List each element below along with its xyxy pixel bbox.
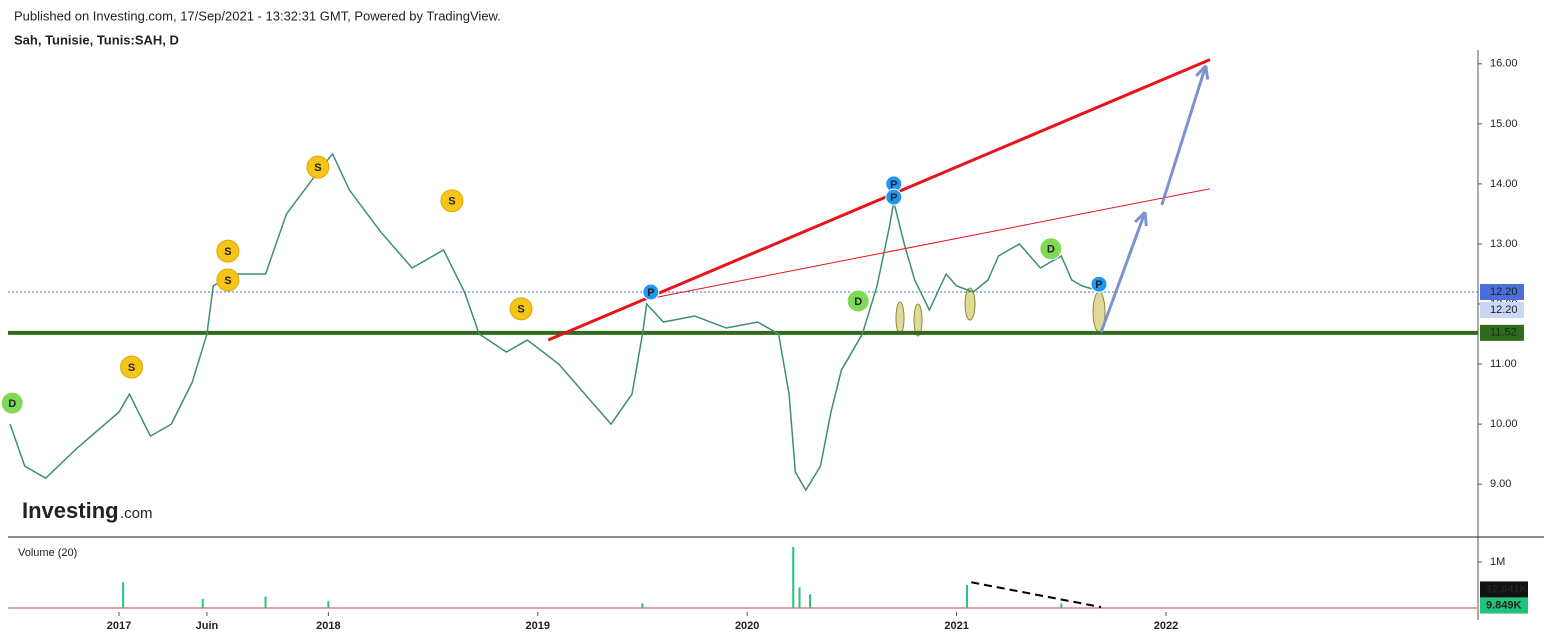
signal-label: P bbox=[890, 179, 897, 191]
trend-line bbox=[652, 188, 1211, 299]
price-label: 11.52 bbox=[1490, 327, 1517, 339]
y-tick-label: 16.00 bbox=[1490, 58, 1518, 70]
volume-bar bbox=[327, 601, 330, 608]
price-label-box bbox=[1480, 301, 1524, 318]
signal-marker bbox=[440, 189, 464, 213]
x-tick-label: 2019 bbox=[526, 620, 550, 632]
x-tick-label: 2017 bbox=[107, 620, 131, 632]
x-tick-label: 2022 bbox=[1154, 620, 1178, 632]
highlight bbox=[895, 301, 905, 335]
volume-title: Volume (20) bbox=[18, 547, 77, 559]
trend-line bbox=[1160, 65, 1208, 206]
volume-label: 12.041K bbox=[1486, 583, 1528, 595]
x-tick-label: Juin bbox=[196, 620, 219, 632]
volume-bar bbox=[1060, 603, 1063, 608]
y-tick-label: 13.00 bbox=[1490, 238, 1518, 250]
volume-bar bbox=[809, 594, 812, 608]
signal-marker bbox=[306, 155, 330, 179]
signal-label: S bbox=[517, 304, 524, 316]
signal-marker bbox=[642, 283, 660, 301]
volume-bar bbox=[966, 585, 969, 608]
signal-marker bbox=[0, 391, 24, 415]
published-note: Published on Investing.com, 17/Sep/2021 … bbox=[14, 8, 501, 23]
signal-marker bbox=[216, 239, 240, 263]
volume-label: 9.849K bbox=[1486, 599, 1522, 611]
x-tick-label: 2020 bbox=[735, 620, 759, 632]
price-line bbox=[9, 152, 1104, 492]
signal-label: P bbox=[890, 192, 897, 204]
volume-bar bbox=[798, 587, 801, 608]
signal-label: S bbox=[128, 362, 135, 374]
signal-label: P bbox=[647, 287, 654, 299]
signal-label: D bbox=[1047, 244, 1055, 256]
highlight bbox=[913, 303, 923, 337]
x-tick-label: 2018 bbox=[316, 620, 340, 632]
signal-label: S bbox=[448, 196, 455, 208]
highlight bbox=[964, 287, 976, 321]
volume-label-box bbox=[1480, 581, 1528, 598]
arrow-head bbox=[1143, 211, 1148, 227]
volume-bar bbox=[264, 596, 267, 608]
price-label-box bbox=[1480, 283, 1524, 300]
arrow-head bbox=[1204, 65, 1210, 80]
volume-bar bbox=[641, 603, 644, 608]
signal-label: D bbox=[854, 296, 862, 308]
signal-label: P bbox=[1095, 279, 1102, 291]
volume-bar bbox=[201, 598, 204, 608]
y-tick-label: 14.00 bbox=[1490, 178, 1518, 190]
signal-marker bbox=[509, 297, 533, 321]
price-label: 12.20 bbox=[1490, 286, 1518, 298]
signal-label: S bbox=[224, 246, 231, 258]
price-label: 12.20 bbox=[1490, 304, 1518, 316]
signal-label: S bbox=[314, 162, 321, 174]
signal-marker bbox=[846, 289, 870, 313]
price-label-box bbox=[1480, 324, 1524, 341]
signal-marker bbox=[1090, 275, 1108, 293]
signal-marker bbox=[120, 355, 144, 379]
signal-marker bbox=[1039, 237, 1063, 261]
x-tick-label: 2021 bbox=[944, 620, 968, 632]
logo: Investing bbox=[22, 498, 119, 523]
y-tick-label: 9.00 bbox=[1490, 478, 1511, 490]
volume-trend-line bbox=[971, 581, 1102, 609]
arrow-head bbox=[1134, 211, 1147, 224]
signal-label: S bbox=[224, 275, 231, 287]
trend-line bbox=[1099, 211, 1147, 333]
logo-suffix: .com bbox=[120, 505, 153, 522]
y-tick-label: 15.00 bbox=[1490, 118, 1518, 130]
volume-label-box bbox=[1480, 597, 1528, 614]
y-tick-label: 10.00 bbox=[1490, 418, 1518, 430]
signal-label: D bbox=[8, 398, 16, 410]
y-tick-label: 11.00 bbox=[1490, 358, 1517, 370]
signal-marker bbox=[216, 268, 240, 292]
signal-marker bbox=[885, 188, 903, 206]
volume-bar bbox=[122, 582, 125, 608]
volume-bar bbox=[792, 546, 795, 608]
symbol: Sah, Tunisie, Tunis:SAH, D bbox=[14, 32, 179, 47]
y-tick-label: 1M bbox=[1490, 556, 1505, 568]
arrow-head bbox=[1195, 64, 1207, 77]
